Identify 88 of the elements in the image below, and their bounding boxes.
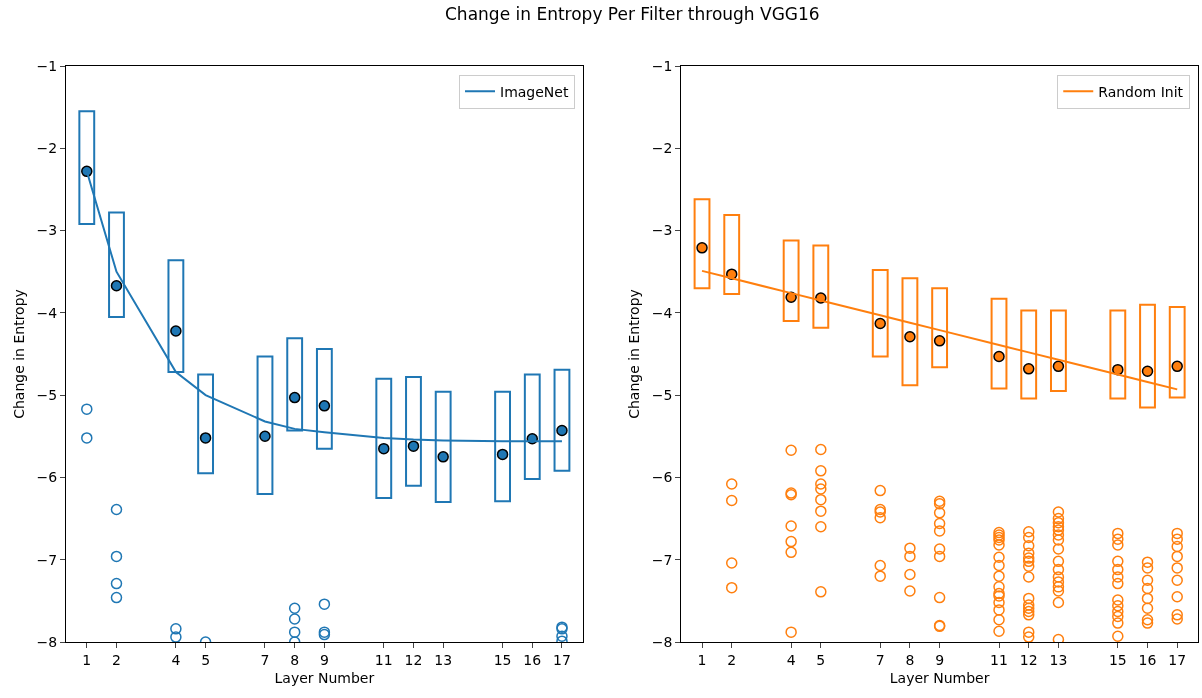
x-tick-label: 12 xyxy=(1019,651,1038,668)
bar xyxy=(931,287,949,369)
x-tick-label: 16 xyxy=(523,651,542,668)
y-axis-title: Change in Entropy xyxy=(11,289,28,419)
point xyxy=(1052,360,1065,373)
y-tick-label: −1 xyxy=(36,57,58,74)
point xyxy=(378,442,390,455)
y-tick-label: −6 xyxy=(651,469,673,486)
y-tick-label: −8 xyxy=(36,633,58,650)
point xyxy=(110,279,123,292)
x-tick-label: 11 xyxy=(990,651,1008,668)
y-tick-label: −6 xyxy=(36,469,58,486)
point xyxy=(1112,363,1124,376)
bar xyxy=(108,211,125,318)
point xyxy=(259,430,271,443)
point xyxy=(199,432,212,444)
x-tick-label: 12 xyxy=(404,651,423,668)
x-tick-label: 2 xyxy=(727,651,737,668)
x-tick-label: 1 xyxy=(82,651,92,668)
point xyxy=(81,432,93,444)
x-tick-label: 11 xyxy=(374,651,393,668)
y-tick-label: −4 xyxy=(36,304,58,321)
bar xyxy=(901,277,919,387)
y-axis-title: Change in Entropy xyxy=(626,289,643,419)
point xyxy=(993,350,1005,363)
x-tick-label: 15 xyxy=(493,651,512,668)
point xyxy=(1141,365,1154,378)
point xyxy=(933,335,946,347)
point xyxy=(81,403,93,415)
y-tick-label: −2 xyxy=(651,140,673,157)
x-tick-label: 13 xyxy=(1049,651,1068,668)
x-tick-label: 5 xyxy=(201,651,211,668)
bar xyxy=(286,337,304,432)
point xyxy=(110,591,123,604)
point xyxy=(170,623,182,635)
point xyxy=(407,440,420,452)
y-tick-label: −8 xyxy=(651,633,673,650)
point xyxy=(696,242,708,254)
point xyxy=(110,577,123,590)
y-tick-label: −7 xyxy=(651,551,673,568)
bar xyxy=(167,259,185,374)
point xyxy=(496,448,509,461)
x-tick-label: 13 xyxy=(434,651,453,668)
point xyxy=(170,325,182,337)
y-tick-label: −5 xyxy=(651,387,673,404)
point xyxy=(1171,360,1183,373)
point xyxy=(556,630,568,642)
x-tick-label: 1 xyxy=(697,651,707,668)
y-tick-label: −2 xyxy=(36,140,58,157)
legend-label: Random Init xyxy=(1098,83,1184,100)
legend-label: ImageNet xyxy=(500,83,569,100)
y-tick-label: −3 xyxy=(651,222,673,239)
x-tick-label: 7 xyxy=(875,651,885,668)
x-tick-label: 4 xyxy=(786,651,796,668)
x-tick-label: 15 xyxy=(1108,651,1127,668)
point xyxy=(288,391,301,404)
text: Change in Entropy Per Filter through VGG16 xyxy=(445,4,820,24)
y-tick-label: −4 xyxy=(651,304,673,321)
x-tick-label: 9 xyxy=(935,651,945,668)
point xyxy=(1022,363,1035,375)
point xyxy=(437,451,449,463)
x-tick-label: 16 xyxy=(1138,651,1157,668)
point xyxy=(288,613,301,625)
x-tick-label: 2 xyxy=(112,651,121,668)
x-tick-label: 5 xyxy=(816,651,826,668)
x-tick-label: 8 xyxy=(905,651,915,668)
point xyxy=(288,626,301,638)
x-tick-label: 4 xyxy=(171,651,181,668)
x-tick-label: 17 xyxy=(1168,651,1187,668)
point xyxy=(288,602,301,615)
y-tick-label: −3 xyxy=(36,222,58,239)
point xyxy=(318,400,331,412)
x-tick-label: 7 xyxy=(260,651,270,668)
y-tick-label: −5 xyxy=(36,387,58,404)
point xyxy=(170,631,182,642)
point xyxy=(874,317,886,330)
point xyxy=(904,330,916,343)
x-tick-label: 8 xyxy=(290,651,300,668)
x-axis-title: Layer Number xyxy=(889,670,990,687)
point xyxy=(318,598,331,610)
point xyxy=(556,424,568,437)
y-tick-label: −1 xyxy=(651,57,673,74)
x-tick-label: 9 xyxy=(319,651,329,668)
point xyxy=(110,550,123,563)
y-tick-label: −7 xyxy=(36,551,58,568)
x-tick-label: 17 xyxy=(553,651,571,668)
x-axis-title: Layer Number xyxy=(274,670,375,687)
point xyxy=(110,503,123,516)
